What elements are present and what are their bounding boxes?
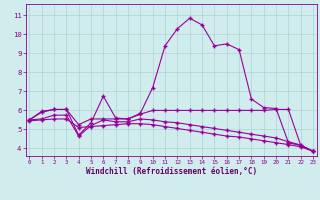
X-axis label: Windchill (Refroidissement éolien,°C): Windchill (Refroidissement éolien,°C) bbox=[86, 167, 257, 176]
